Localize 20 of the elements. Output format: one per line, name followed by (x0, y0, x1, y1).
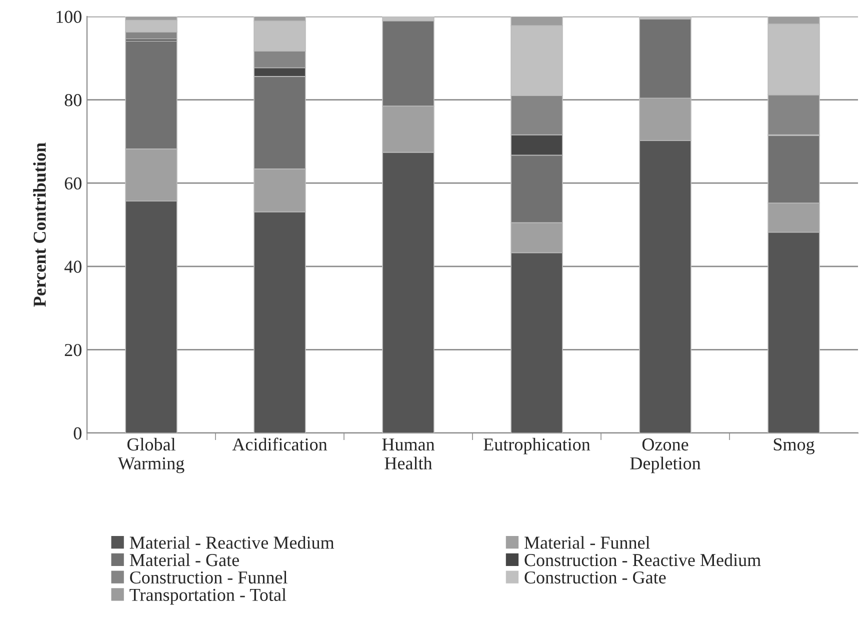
y-tick-label: 0 (74, 427, 82, 440)
y-tick-label: 40 (64, 260, 82, 273)
x-tick-label: Global Warming (118, 438, 184, 474)
legend-label: Material - Funnel (524, 536, 650, 549)
y-tick-label: 20 (64, 344, 82, 356)
x-tick-label: Acidification (232, 438, 328, 451)
legend-label: Construction - Funnel (130, 570, 288, 584)
y-tick-label: 100 (56, 10, 82, 23)
y-tick-label: 80 (64, 94, 82, 106)
y-axis-title: Percent Contribution (33, 142, 46, 307)
x-tick-label: Smog (774, 438, 814, 454)
x-tick-label: Eutrophication (484, 438, 590, 454)
legend-label: Transportation - Total (130, 588, 286, 605)
y-tick-label: 60 (64, 177, 82, 190)
legend-label: Material - Reactive Medium (130, 536, 334, 549)
legend-label: Construction - Reactive Medium (524, 553, 761, 566)
legend-label: Material - Gate (130, 553, 239, 566)
legend-label: Construction - Gate (524, 571, 666, 584)
x-tick-label: Human Health (382, 438, 435, 470)
x-tick-label: Ozone Depletion (630, 438, 701, 474)
